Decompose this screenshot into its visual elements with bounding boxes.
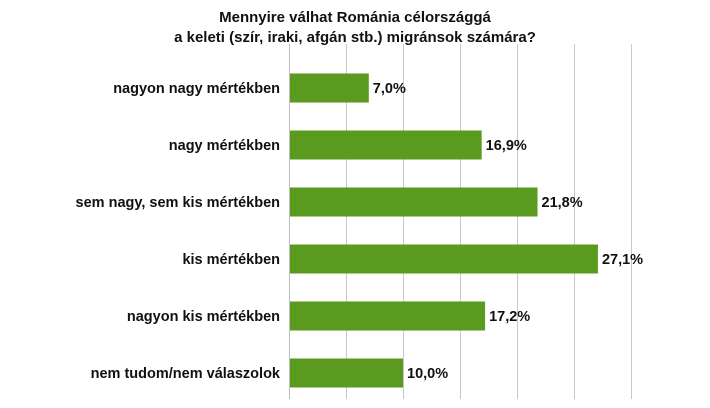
bar: [290, 301, 486, 331]
bar: [290, 187, 538, 217]
chart-title-line-2: a keleti (szír, iraki, afgán stb.) migrá…: [174, 29, 536, 46]
data-label: 27,1%: [602, 252, 643, 268]
bars: [290, 73, 598, 388]
category-label: nem tudom/nem válaszolok: [91, 366, 281, 382]
category-label: kis mértékben: [182, 252, 280, 268]
gridlines: [289, 44, 632, 399]
data-label: 21,8%: [542, 195, 583, 211]
category-label: nagyon nagy mértékben: [113, 81, 280, 97]
labels: nagyon nagy mértékben 7,0% nagy mértékben 1…: [76, 81, 644, 382]
data-label: 7,0%: [373, 81, 406, 97]
data-label: 16,9%: [486, 138, 527, 154]
bar: [290, 73, 369, 103]
category-label: nagyon kis mértékben: [127, 309, 280, 325]
bar: [290, 358, 403, 388]
data-label: 17,2%: [489, 309, 530, 325]
bar: [290, 244, 598, 274]
chart-title: Mennyire válhat Románia célországgá a ke…: [0, 8, 710, 48]
category-label: nagy mértékben: [169, 138, 280, 154]
bar: [290, 130, 482, 160]
category-label: sem nagy, sem kis mértékben: [76, 195, 280, 211]
chart-title-line-1: Mennyire válhat Románia célországgá: [219, 9, 491, 26]
data-label: 10,0%: [407, 366, 448, 382]
